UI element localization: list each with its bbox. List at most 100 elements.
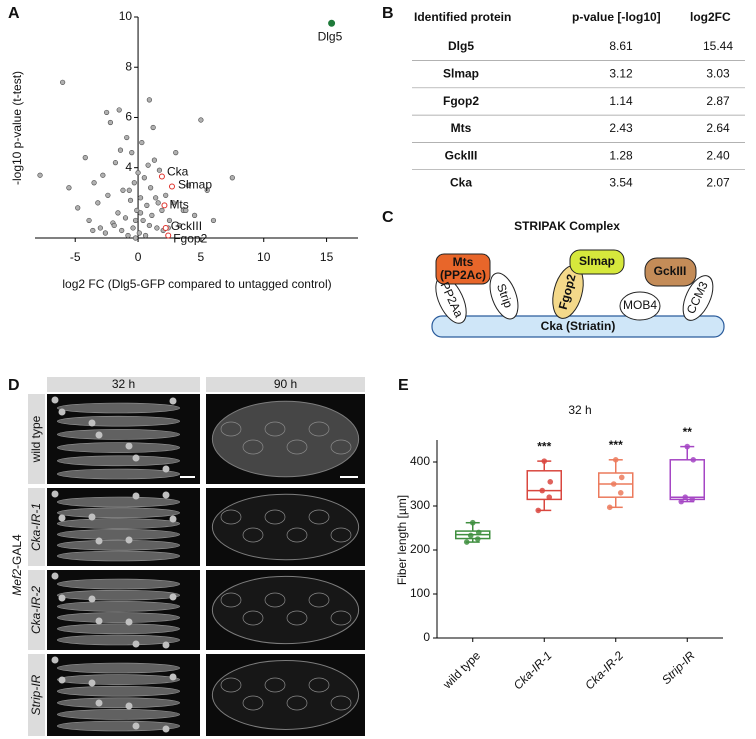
protein-point [115, 210, 121, 216]
muscle-fiber [56, 589, 181, 601]
table-cell: 2.07 [706, 176, 730, 190]
x-tick-label: -5 [70, 250, 81, 264]
protein-point [204, 187, 210, 193]
nucleus [95, 617, 103, 625]
chart-title: 32 h [568, 403, 591, 417]
table-cell: Slmap [443, 66, 479, 80]
cka-bar [431, 315, 725, 338]
muscle-fiber [56, 529, 181, 540]
component-label: MOB4 [623, 298, 657, 312]
x-axis-label: log2 FC (Dlg5-GFP compared to untagged c… [62, 277, 331, 291]
muscle-fiber [56, 496, 181, 508]
protein-point [156, 167, 163, 173]
fiber-fragment [220, 677, 242, 693]
data-point [606, 504, 613, 511]
row-label-bar [28, 394, 45, 484]
component-label: Slmap [579, 254, 615, 268]
muscle-fiber [56, 518, 181, 529]
table-cell: 2.40 [706, 148, 730, 162]
highlighted-point [161, 202, 168, 209]
table-header: log2FC [690, 10, 731, 24]
protein-point [229, 175, 235, 181]
protein-point [153, 195, 159, 201]
y-tick-label: 6 [125, 110, 132, 124]
protein-point [91, 180, 97, 186]
nucleus [88, 679, 96, 687]
fiber-fragment [330, 439, 352, 455]
fiber-fragment [330, 527, 352, 543]
muscle-fiber [56, 429, 181, 440]
y-tick-label: 400 [410, 454, 430, 468]
table-cell: GckIII [445, 148, 478, 162]
protein-point [136, 230, 142, 236]
protein-point [97, 225, 103, 231]
component-label: Mts [453, 255, 474, 269]
data-point [610, 481, 617, 487]
protein-point [95, 200, 101, 206]
fiber-fragment [220, 509, 242, 525]
panel-letter: A [8, 5, 20, 22]
protein-point [131, 180, 137, 186]
column-header: 90 h [274, 377, 297, 391]
nucleus [51, 572, 59, 580]
table-cell: 2.43 [609, 121, 633, 135]
table-cell: 1.28 [609, 148, 633, 162]
gckiii-shape [644, 257, 697, 287]
protein-point [142, 232, 149, 239]
protein-point [37, 172, 43, 178]
muscle-fiber [56, 623, 181, 635]
protein-point [155, 200, 161, 206]
table-cell: 8.61 [609, 39, 633, 53]
micrograph-texture [51, 656, 181, 733]
protein-point [129, 150, 135, 156]
fiber-fragment [264, 509, 286, 525]
fiber-fragment [286, 610, 308, 626]
protein-point [102, 230, 108, 236]
protein-point [60, 79, 66, 85]
table-cell: 1.14 [609, 94, 633, 108]
nucleus [88, 513, 96, 521]
data-point [690, 457, 697, 463]
muscle-fiber [56, 468, 181, 480]
y-axis-label: -log10 p-value (t-test) [10, 71, 24, 185]
fiber-fragment [330, 695, 352, 711]
protein-point [154, 225, 160, 231]
data-point [541, 458, 548, 464]
table-cell: 3.03 [706, 66, 730, 80]
micrograph-texture [211, 493, 360, 561]
protein-point [130, 225, 136, 231]
protein-point [139, 139, 145, 146]
fiber-fragment [286, 439, 308, 455]
highlighted-point [165, 232, 172, 239]
highlighted-point [158, 173, 165, 180]
nucleus [95, 537, 103, 545]
x-tick-label: 10 [257, 250, 271, 264]
protein-point [159, 207, 165, 213]
x-tick-label: 15 [320, 250, 334, 264]
protein-point [120, 187, 126, 193]
nucleus [125, 618, 133, 626]
protein-point [137, 210, 144, 216]
protein-point [144, 202, 150, 208]
data-point [467, 532, 474, 539]
nucleus [88, 595, 96, 603]
nucleus [95, 699, 103, 707]
protein-point [173, 150, 179, 156]
micrograph-texture [211, 660, 360, 730]
nucleus [162, 725, 170, 733]
box [526, 470, 562, 501]
protein-point [170, 200, 176, 206]
muscle-fiber [56, 720, 181, 732]
protein-point [145, 162, 151, 168]
muscle-outline [211, 575, 360, 645]
fiber-fragment [264, 421, 286, 437]
fiber-fragment [308, 592, 330, 608]
muscle-fiber [56, 662, 181, 674]
protein-point [125, 232, 131, 239]
panel-letter: B [382, 5, 394, 22]
nucleus [58, 676, 66, 684]
fiber-fragment [242, 695, 264, 711]
driver-label-part: Mef2 [10, 569, 24, 596]
row-label: Cka-IR-1 [29, 503, 43, 551]
muscle-outline [211, 400, 360, 478]
